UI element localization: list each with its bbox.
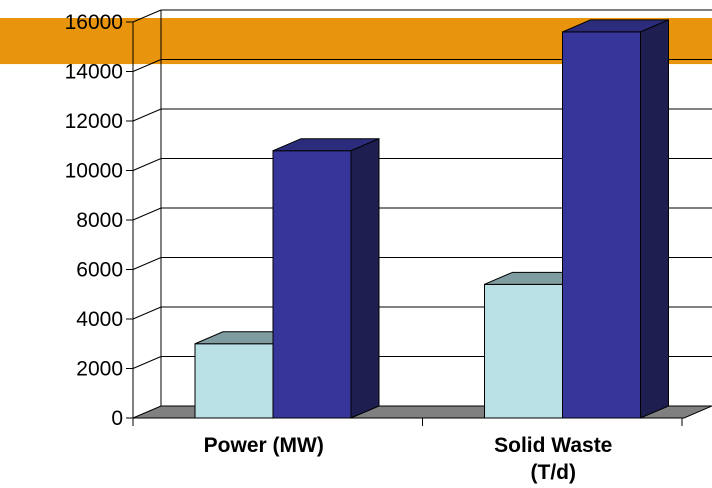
- x-tick-label: Power (MW): [204, 434, 324, 457]
- bar-s2-c2-front: [562, 31, 641, 419]
- y-tick-label: 4000: [76, 308, 123, 331]
- y-tick-label: 10000: [65, 160, 123, 183]
- gridline-connector: [132, 59, 162, 72]
- label-layer: 0 2000 4000 6000 8000 10000 12000 14000 16000 Pow…: [65, 11, 613, 484]
- gridline-connector: [132, 158, 162, 171]
- bar-layer: [194, 19, 669, 419]
- x-tick-label: Solid Waste: [494, 434, 612, 457]
- y-tick-label: 2000: [76, 358, 123, 381]
- gridline-connector: [132, 207, 162, 221]
- y-tick-label: 16000: [65, 11, 123, 34]
- gridline-connector: [132, 257, 162, 270]
- bar-s2-c2-side: [640, 19, 669, 419]
- bar-s1-c2-front: [484, 283, 563, 419]
- y-tick-label: 8000: [76, 209, 123, 232]
- bar-s2-c1-front: [272, 150, 352, 419]
- bar-s2-c1-side: [350, 137, 380, 419]
- gridline-connector: [132, 306, 162, 320]
- gridline-connector: [132, 356, 162, 369]
- gridline-connector: [132, 9, 162, 23]
- bar-s1-c1-front: [194, 343, 274, 419]
- y-tick-label: 14000: [65, 61, 123, 84]
- axis-layer: [126, 21, 683, 426]
- y-tick-label: 0: [111, 407, 123, 430]
- y-tick-label: 6000: [76, 259, 123, 282]
- x-tick-label: (T/d): [531, 461, 576, 484]
- y-tick-label: 12000: [65, 110, 123, 133]
- gridline-connector: [132, 108, 162, 122]
